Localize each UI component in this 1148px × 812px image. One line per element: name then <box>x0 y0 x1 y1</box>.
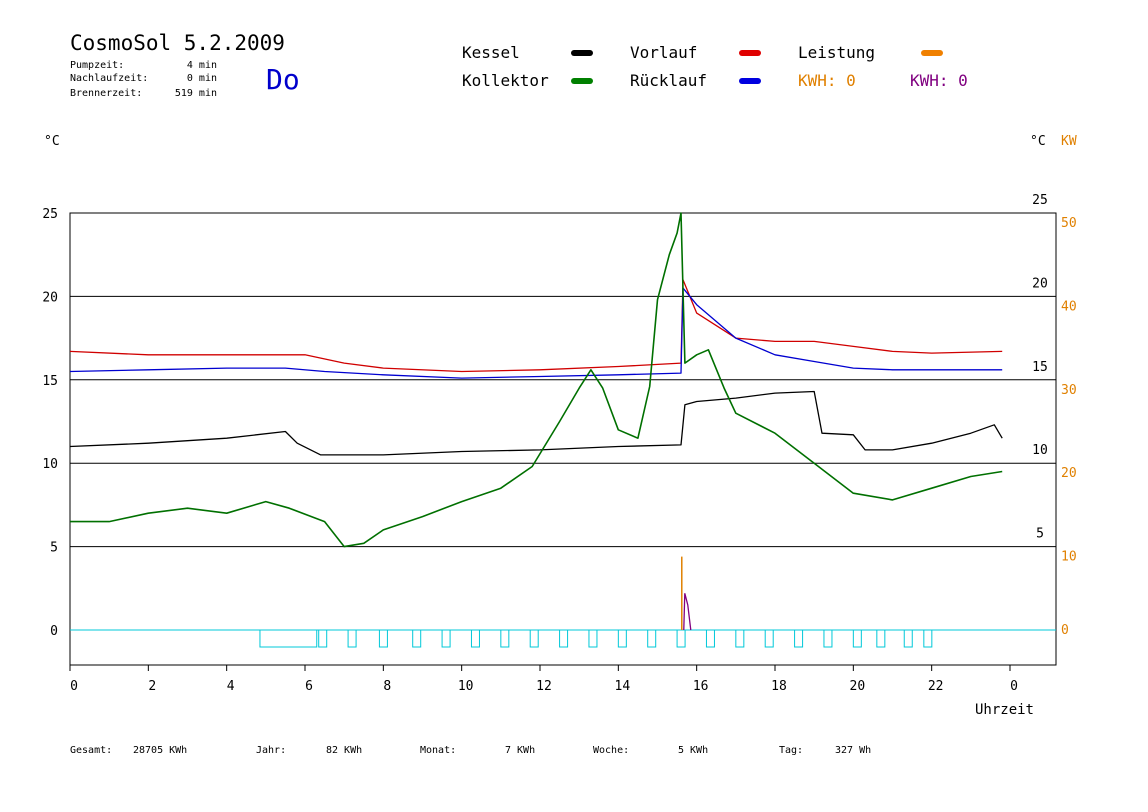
right-kw-tick-label: 40 <box>1061 299 1077 314</box>
series-line-kollektor <box>70 212 1003 548</box>
nachlaufzeit-label: Nachlaufzeit: <box>70 73 148 84</box>
pump-pulse <box>378 629 388 648</box>
x-tick-label: 18 <box>771 679 787 694</box>
left-tick-label: 25 <box>42 207 58 222</box>
pump-pulses <box>259 629 933 648</box>
brennerzeit-label: Brennerzeit: <box>70 88 142 99</box>
right-kw-tick-label: 10 <box>1061 550 1077 565</box>
pump-pulse <box>705 629 715 648</box>
x-tick-label: 20 <box>850 679 866 694</box>
x-tick-label: 4 <box>227 679 235 694</box>
series-line-vorlauf <box>69 279 1003 373</box>
footer-tag-label: Tag: <box>779 745 803 756</box>
pump-pulse <box>347 629 357 648</box>
x-tick-label: 10 <box>458 679 474 694</box>
pump-pulse <box>318 629 328 648</box>
left-tick-label: 0 <box>50 624 58 639</box>
plot-grid <box>69 212 1057 666</box>
pump-pulse <box>794 629 804 648</box>
right-c-tick-label: 5 <box>1036 527 1044 542</box>
left-tick-label: 10 <box>42 457 58 472</box>
x-tick-label: 6 <box>305 679 313 694</box>
x-tick-label: 16 <box>693 679 709 694</box>
legend-kessel-label: Kessel <box>462 43 520 62</box>
footer-monat-value: 7 KWh <box>505 745 535 756</box>
left-tick-label: 5 <box>50 541 58 556</box>
left-unit-label: °C <box>44 134 60 149</box>
pump-pulse <box>617 629 627 648</box>
right-kw-tick-label: 20 <box>1061 466 1077 481</box>
pump-pulse <box>500 629 510 648</box>
pump-pulse <box>903 629 913 648</box>
pump-pulse <box>588 629 598 648</box>
pump-pulse <box>823 629 833 648</box>
brennerzeit-value: 519 min <box>175 88 217 99</box>
right-kw-tick-label: 30 <box>1061 383 1077 398</box>
footer-tag-value: 327 Wh <box>835 745 871 756</box>
pump-pulse <box>876 629 886 648</box>
series-lines <box>69 212 1003 548</box>
x-tick-label: 0 <box>70 679 78 694</box>
left-tick-label: 20 <box>42 290 58 305</box>
right-kw-tick-label: 50 <box>1061 216 1077 231</box>
pump-pulse <box>923 629 933 648</box>
pump-pulse <box>676 629 686 648</box>
footer-gesamt-label: Gesamt: <box>70 745 112 756</box>
x-tick-label: 2 <box>148 679 156 694</box>
pump-pulse <box>852 629 862 648</box>
footer-monat-label: Monat: <box>420 745 456 756</box>
legend-leistung-label: Leistung <box>798 43 875 62</box>
left-tick-label: 15 <box>42 374 58 389</box>
footer-jahr-value: 82 KWh <box>326 745 362 756</box>
x-tick-label: 0 <box>1010 679 1018 694</box>
footer-woche-value: 5 KWh <box>678 745 708 756</box>
footer-jahr-label: Jahr: <box>256 745 286 756</box>
x-axis-label: Uhrzeit <box>975 702 1034 718</box>
x-tick-label: 22 <box>928 679 944 694</box>
leistung-spike-tail <box>683 593 692 631</box>
pumpzeit-value: 4 min <box>187 60 217 71</box>
leistung-spike <box>681 556 692 631</box>
kwh-purple-label: KWH: 0 <box>910 71 968 90</box>
legend-ruecklauf-label: Rücklauf <box>630 71 707 90</box>
right-unit-kw-label: KW <box>1061 134 1077 149</box>
footer-woche-label: Woche: <box>593 745 629 756</box>
plot-frame <box>69 212 1057 666</box>
axis-ticks: 0 5 10 15 20 25 5 10 15 20 25 0 10 20 30 40 50 0 2 4 6 8 10 12 1… <box>42 193 1076 694</box>
right-unit-c-label: °C <box>1030 134 1046 149</box>
series-line-rücklauf <box>69 287 1003 379</box>
right-c-tick-label: 25 <box>1032 193 1048 208</box>
footer-gesamt-value: 28705 KWh <box>133 745 187 756</box>
pump-pulse <box>559 629 569 648</box>
right-kw-tick-label: 0 <box>1061 623 1069 638</box>
pump-pulse <box>735 629 745 648</box>
right-c-tick-label: 20 <box>1032 276 1048 291</box>
pump-pulse <box>470 629 480 648</box>
x-tick-label: 12 <box>536 679 552 694</box>
pump-pulse <box>529 629 539 648</box>
series-line-kessel <box>69 390 1003 456</box>
pump-pulse <box>259 629 318 648</box>
pump-pulse <box>647 629 657 648</box>
nachlaufzeit-value: 0 min <box>187 73 217 84</box>
pump-pulse <box>764 629 774 648</box>
weekday-label: Do <box>266 63 300 96</box>
right-c-tick-label: 15 <box>1032 360 1048 375</box>
pump-pulse <box>412 629 422 648</box>
pumpzeit-label: Pumpzeit: <box>70 60 124 71</box>
x-tick-label: 8 <box>383 679 391 694</box>
legend-vorlauf-label: Vorlauf <box>630 43 697 62</box>
pump-pulse <box>441 629 451 648</box>
right-c-tick-label: 10 <box>1032 443 1048 458</box>
kwh-orange-label: KWH: 0 <box>798 71 856 90</box>
legend-kollektor-label: Kollektor <box>462 71 549 90</box>
chart-title: CosmoSol 5.2.2009 <box>70 31 285 55</box>
x-tick-label: 14 <box>615 679 631 694</box>
